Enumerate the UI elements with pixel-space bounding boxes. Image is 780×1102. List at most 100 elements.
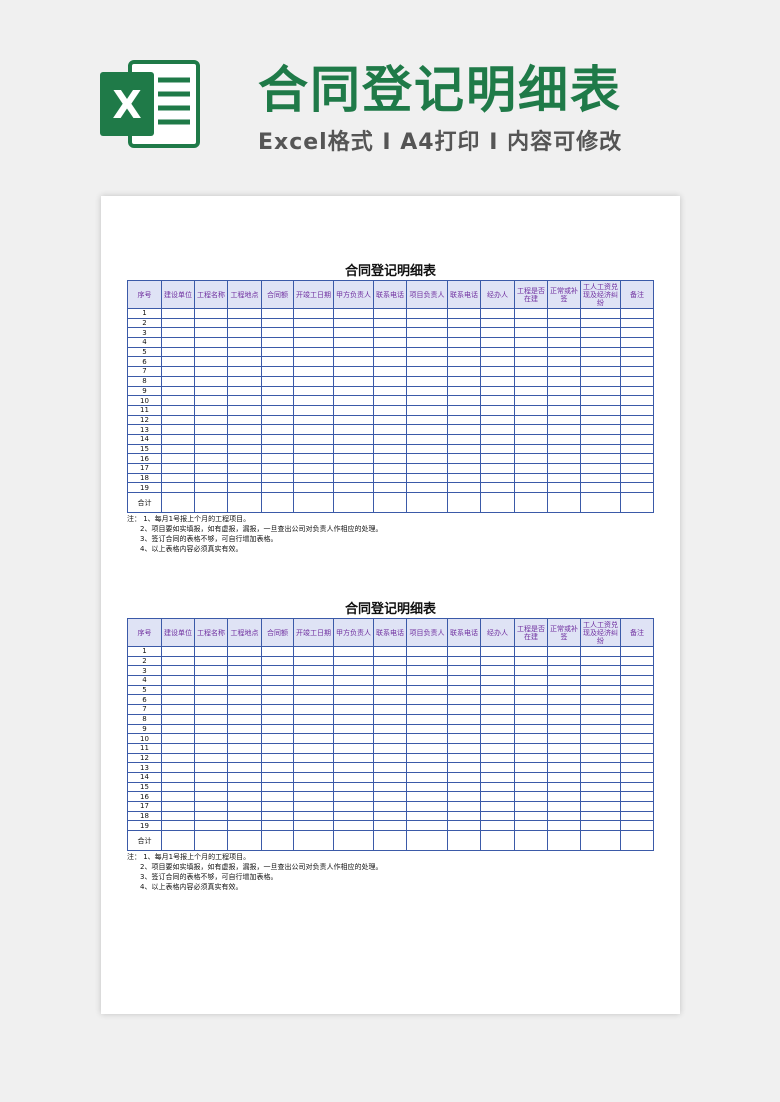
table-cell[interactable]	[373, 463, 407, 474]
table-cell[interactable]	[406, 781, 448, 793]
table-cell[interactable]	[580, 781, 621, 793]
table-cell[interactable]	[161, 675, 195, 686]
table-cell[interactable]	[161, 492, 195, 514]
table-cell[interactable]	[373, 356, 407, 368]
table-cell[interactable]	[514, 395, 548, 406]
table-cell[interactable]	[293, 820, 334, 832]
table-cell[interactable]	[514, 472, 548, 484]
table-cell[interactable]	[261, 366, 294, 377]
table-cell[interactable]	[261, 694, 294, 706]
table-cell[interactable]	[447, 356, 481, 368]
table-cell[interactable]	[161, 404, 195, 416]
table-cell[interactable]	[514, 414, 548, 426]
table-cell[interactable]	[620, 742, 654, 754]
table-cell[interactable]	[261, 433, 294, 445]
table-cell[interactable]	[580, 713, 621, 725]
table-cell[interactable]	[406, 366, 448, 377]
table-cell[interactable]	[447, 646, 481, 657]
table-cell[interactable]	[261, 453, 294, 464]
table-cell[interactable]	[293, 443, 334, 455]
table-cell[interactable]	[333, 771, 374, 783]
table-cell[interactable]	[620, 482, 654, 494]
table-cell[interactable]	[447, 395, 481, 406]
table-cell[interactable]	[194, 810, 228, 822]
table-cell[interactable]	[161, 665, 195, 677]
table-cell[interactable]	[373, 762, 407, 773]
table-cell[interactable]	[194, 482, 228, 494]
table-cell[interactable]	[194, 404, 228, 416]
table-cell[interactable]	[620, 492, 654, 514]
table-cell[interactable]	[293, 762, 334, 773]
table-cell[interactable]	[333, 308, 374, 319]
table-cell[interactable]	[333, 375, 374, 387]
table-cell[interactable]	[293, 781, 334, 793]
table-cell[interactable]	[447, 492, 481, 514]
table-cell[interactable]	[480, 704, 515, 715]
table-cell[interactable]	[447, 414, 481, 426]
table-cell[interactable]	[227, 771, 262, 783]
table-cell[interactable]	[480, 694, 515, 706]
table-cell[interactable]	[406, 404, 448, 416]
table-cell[interactable]	[480, 713, 515, 725]
table-cell[interactable]	[227, 665, 262, 677]
table-cell[interactable]	[373, 655, 407, 667]
table-cell[interactable]	[447, 781, 481, 793]
table-cell[interactable]	[261, 482, 294, 494]
table-cell[interactable]	[373, 404, 407, 416]
table-cell[interactable]	[261, 771, 294, 783]
table-cell[interactable]	[161, 463, 195, 474]
table-cell[interactable]	[293, 684, 334, 696]
table-cell[interactable]	[447, 453, 481, 464]
table-cell[interactable]	[161, 482, 195, 494]
table-cell[interactable]	[580, 655, 621, 667]
table-cell[interactable]	[480, 337, 515, 348]
table-cell[interactable]	[406, 694, 448, 706]
table-cell[interactable]	[514, 830, 548, 852]
table-cell[interactable]	[406, 820, 448, 832]
table-cell[interactable]	[547, 366, 581, 377]
table-cell[interactable]	[373, 317, 407, 329]
table-cell[interactable]	[514, 385, 548, 397]
table-cell[interactable]	[293, 433, 334, 445]
table-cell[interactable]	[480, 375, 515, 387]
table-cell[interactable]	[261, 492, 294, 514]
table-cell[interactable]	[227, 366, 262, 377]
table-cell[interactable]	[580, 791, 621, 802]
table-cell[interactable]	[580, 830, 621, 852]
table-cell[interactable]	[227, 820, 262, 832]
table-cell[interactable]	[227, 675, 262, 686]
table-cell[interactable]	[261, 791, 294, 802]
table-cell[interactable]	[547, 317, 581, 329]
table-cell[interactable]	[514, 404, 548, 416]
table-cell[interactable]	[547, 771, 581, 783]
table-cell[interactable]	[406, 453, 448, 464]
table-cell[interactable]	[194, 356, 228, 368]
table-cell[interactable]	[406, 414, 448, 426]
table-cell[interactable]	[373, 453, 407, 464]
table-cell[interactable]	[514, 820, 548, 832]
table-cell[interactable]	[620, 463, 654, 474]
table-cell[interactable]	[293, 665, 334, 677]
table-cell[interactable]	[261, 395, 294, 406]
table-cell[interactable]	[514, 665, 548, 677]
table-cell[interactable]	[333, 655, 374, 667]
table-cell[interactable]	[194, 771, 228, 783]
table-cell[interactable]	[333, 781, 374, 793]
table-cell[interactable]	[447, 771, 481, 783]
table-cell[interactable]	[547, 781, 581, 793]
table-cell[interactable]	[227, 433, 262, 445]
table-cell[interactable]	[373, 810, 407, 822]
table-cell[interactable]	[580, 723, 621, 735]
table-cell[interactable]	[333, 704, 374, 715]
table-cell[interactable]	[447, 385, 481, 397]
table-cell[interactable]	[580, 675, 621, 686]
table-cell[interactable]	[547, 646, 581, 657]
table-cell[interactable]	[261, 385, 294, 397]
table-cell[interactable]	[480, 463, 515, 474]
table-cell[interactable]	[194, 781, 228, 793]
table-cell[interactable]	[406, 337, 448, 348]
table-cell[interactable]	[514, 713, 548, 725]
table-cell[interactable]	[547, 791, 581, 802]
table-cell[interactable]	[293, 366, 334, 377]
table-cell[interactable]	[547, 453, 581, 464]
